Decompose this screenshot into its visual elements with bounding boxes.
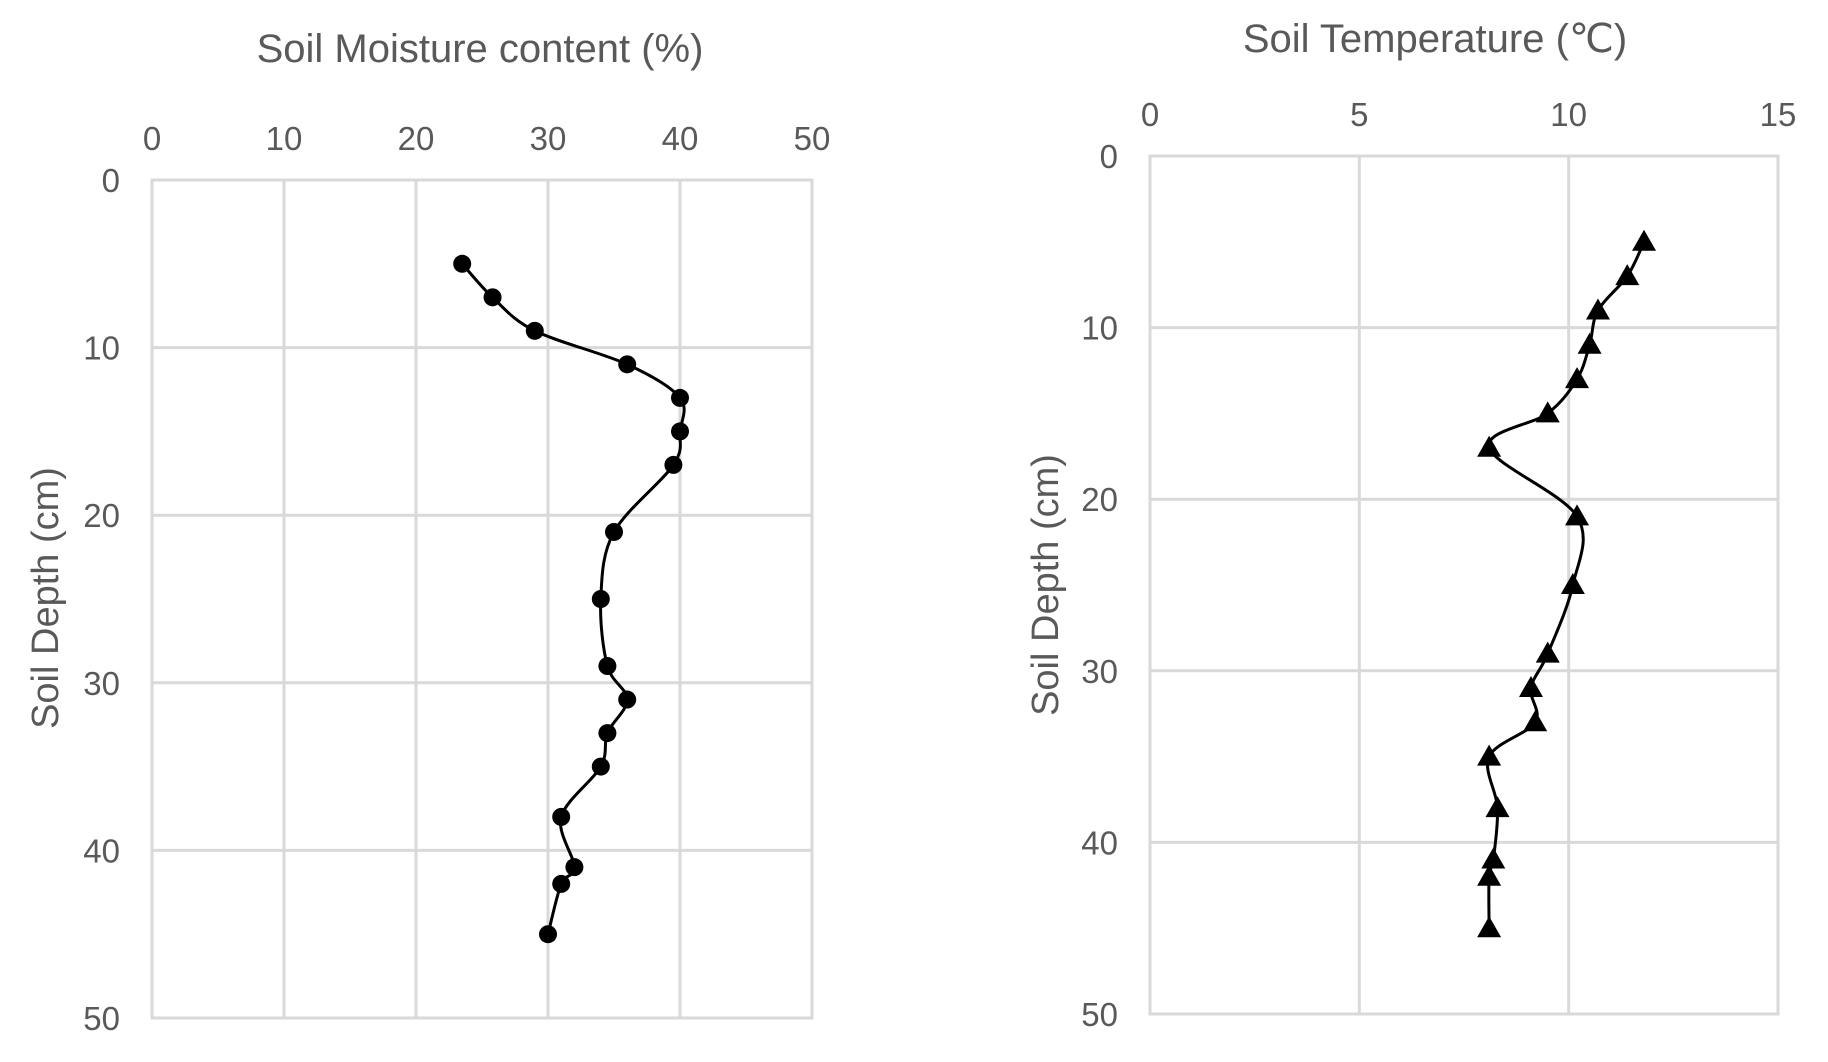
data-point-triangle xyxy=(1560,573,1585,594)
data-point-circle xyxy=(591,757,610,776)
data-point-circle xyxy=(618,355,637,374)
data-point-circle xyxy=(664,455,683,474)
data-point-triangle xyxy=(1535,401,1560,423)
data-point-circle xyxy=(618,690,637,709)
gridlines xyxy=(150,178,814,1020)
x-tick-label: 0 xyxy=(1141,96,1159,133)
data-point-triangle xyxy=(1615,264,1640,286)
y-tick-label: 40 xyxy=(1081,824,1118,861)
data-point-triangle xyxy=(1477,864,1502,886)
y-tick-label: 30 xyxy=(1081,653,1118,690)
y-tick-label: 50 xyxy=(1081,996,1118,1033)
data-point-circle xyxy=(598,724,617,743)
series-line xyxy=(461,262,686,935)
data-point-circle xyxy=(552,874,571,893)
data-point-triangle xyxy=(1577,332,1602,354)
data-point-circle xyxy=(671,388,689,407)
y-tick-label: 50 xyxy=(83,1000,120,1037)
x-tick-label: 10 xyxy=(266,120,303,157)
chart-title: Soil Moisture content (%) xyxy=(257,27,704,71)
y-tick-labels: 0 10 20 30 40 50 xyxy=(83,162,120,1037)
data-point-circle xyxy=(671,422,689,441)
data-point-triangle xyxy=(1477,744,1502,766)
data-point-circle xyxy=(591,590,610,608)
x-tick-label: 30 xyxy=(530,120,567,157)
data-point-triangle xyxy=(1535,641,1560,663)
data-point-triangle xyxy=(1481,847,1506,869)
data-point-triangle xyxy=(1632,229,1657,251)
y-tick-label: 0 xyxy=(102,162,120,199)
x-tick-labels: 0 10 20 30 40 50 xyxy=(143,120,831,157)
data-markers xyxy=(453,254,689,944)
data-point-triangle xyxy=(1585,298,1610,320)
data-point-circle xyxy=(525,321,544,340)
plot-area-frame xyxy=(1148,154,1780,1016)
data-point-triangle xyxy=(1477,916,1502,938)
plot-area-frame xyxy=(150,178,814,1020)
x-tick-labels: 0 5 10 15 xyxy=(1141,96,1797,133)
y-tick-label: 10 xyxy=(83,330,120,367)
y-tick-label: 20 xyxy=(1081,481,1118,518)
x-tick-label: 50 xyxy=(794,120,831,157)
data-point-triangle xyxy=(1523,710,1548,732)
data-point-triangle xyxy=(1518,675,1543,697)
y-tick-label: 20 xyxy=(83,497,120,534)
x-tick-label: 20 xyxy=(398,120,435,157)
y-axis-title: Soil Depth (cm) xyxy=(25,467,67,729)
y-tick-label: 10 xyxy=(1081,310,1118,347)
x-tick-label: 10 xyxy=(1550,96,1587,133)
x-tick-label: 15 xyxy=(1760,96,1797,133)
chart-title: Soil Temperature (℃) xyxy=(1243,17,1627,61)
data-point-circle xyxy=(565,858,584,877)
data-point-circle xyxy=(483,288,502,307)
y-tick-label: 30 xyxy=(83,665,120,702)
gridlines xyxy=(1148,154,1780,1016)
y-tick-label: 0 xyxy=(1100,138,1118,175)
data-point-circle xyxy=(453,254,472,273)
soil-temperature-chart: Soil Temperature (℃) Soil Depth (cm) 0 5 1… xyxy=(1025,17,1796,1033)
data-point-circle xyxy=(539,925,557,944)
data-point-circle xyxy=(552,807,571,826)
y-tick-label: 40 xyxy=(83,832,120,869)
y-tick-labels: 0 10 20 30 40 50 xyxy=(1081,138,1118,1033)
data-point-triangle xyxy=(1565,504,1590,526)
data-point-triangle xyxy=(1565,367,1590,389)
x-tick-label: 5 xyxy=(1350,96,1368,133)
soil-moisture-chart: Soil Moisture content (%) Soil Depth (cm… xyxy=(25,27,830,1037)
data-point-circle xyxy=(605,522,623,541)
data-markers xyxy=(1477,229,1657,938)
x-tick-label: 0 xyxy=(143,120,161,157)
x-tick-label: 40 xyxy=(662,120,699,157)
data-point-triangle xyxy=(1477,435,1502,457)
data-point-triangle xyxy=(1485,796,1510,818)
y-axis-title: Soil Depth (cm) xyxy=(1025,454,1067,716)
series-line xyxy=(1486,241,1646,929)
data-point-circle xyxy=(598,657,617,676)
